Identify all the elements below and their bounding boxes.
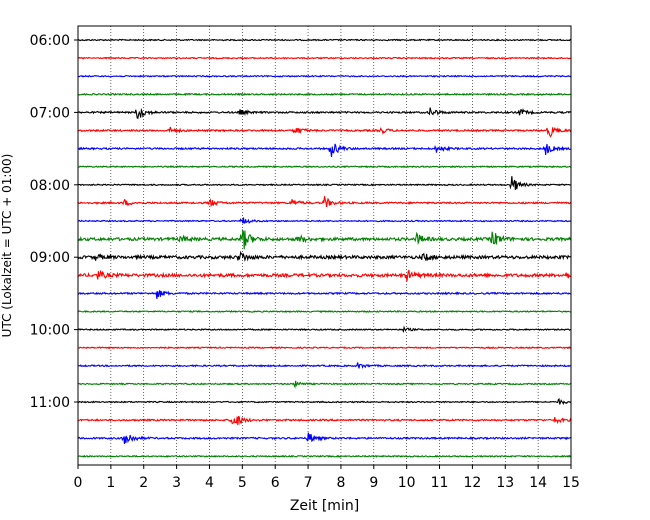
trace-0830 bbox=[77, 217, 572, 224]
trace-0715 bbox=[77, 126, 572, 138]
trace-0745 bbox=[77, 165, 572, 169]
trace-0645 bbox=[77, 92, 572, 97]
trace-1015 bbox=[77, 346, 572, 350]
y-tick-label: 06:00 bbox=[30, 33, 70, 49]
x-tick-label: 14 bbox=[529, 475, 547, 491]
x-tick-label: 9 bbox=[369, 475, 378, 491]
x-tick-label: 3 bbox=[172, 475, 181, 491]
x-tick-label: 1 bbox=[106, 475, 115, 491]
trace-0700 bbox=[77, 107, 572, 120]
trace-1130 bbox=[77, 432, 572, 444]
trace-0945 bbox=[78, 309, 572, 313]
x-tick-label: 13 bbox=[496, 475, 514, 491]
plot-frame bbox=[77, 25, 572, 466]
x-axis-label: Zeit [min] bbox=[290, 498, 359, 514]
x-axis: 0 1 2 3 4 5 6 7 8 9 10 11 12 13 14 15 bbox=[74, 465, 580, 491]
trace-0815 bbox=[77, 196, 572, 208]
x-tick-label: 12 bbox=[463, 475, 481, 491]
x-tick-label: 11 bbox=[431, 475, 449, 491]
y-tick-label: 11:00 bbox=[30, 395, 70, 411]
y-axis: 06:00 07:00 08:00 09:00 10:00 11:00 bbox=[30, 33, 78, 411]
trace-1000 bbox=[77, 325, 572, 334]
y-tick-label: 07:00 bbox=[30, 105, 70, 121]
y-tick-label: 09:00 bbox=[30, 250, 70, 266]
y-tick-label: 10:00 bbox=[30, 323, 70, 339]
trace-1045 bbox=[77, 380, 572, 389]
seismic-traces bbox=[77, 38, 572, 458]
y-tick-label: 08:00 bbox=[30, 178, 70, 194]
y-axis-label: UTC (Lokalzeit = UTC + 01:00) bbox=[0, 154, 14, 338]
grid-lines bbox=[110, 26, 539, 465]
x-tick-label: 8 bbox=[336, 475, 345, 491]
trace-0630 bbox=[77, 74, 572, 78]
trace-0615 bbox=[77, 56, 572, 60]
trace-0930 bbox=[77, 290, 572, 299]
trace-1145 bbox=[77, 454, 572, 458]
trace-0800 bbox=[77, 176, 572, 190]
trace-1100 bbox=[77, 397, 572, 406]
trace-0845 bbox=[77, 228, 572, 250]
x-tick-label: 2 bbox=[139, 475, 148, 491]
x-tick-label: 6 bbox=[271, 475, 280, 491]
trace-1030 bbox=[77, 362, 572, 369]
trace-0915 bbox=[77, 269, 572, 282]
x-tick-label: 15 bbox=[562, 475, 580, 491]
trace-0730 bbox=[77, 143, 572, 158]
x-tick-label: 7 bbox=[304, 475, 313, 491]
trace-0900 bbox=[77, 250, 572, 262]
x-tick-label: 0 bbox=[74, 475, 83, 491]
x-tick-label: 5 bbox=[238, 475, 247, 491]
trace-0600 bbox=[77, 38, 572, 42]
x-tick-label: 4 bbox=[205, 475, 214, 491]
trace-1115 bbox=[77, 415, 572, 426]
x-tick-label: 10 bbox=[398, 475, 416, 491]
